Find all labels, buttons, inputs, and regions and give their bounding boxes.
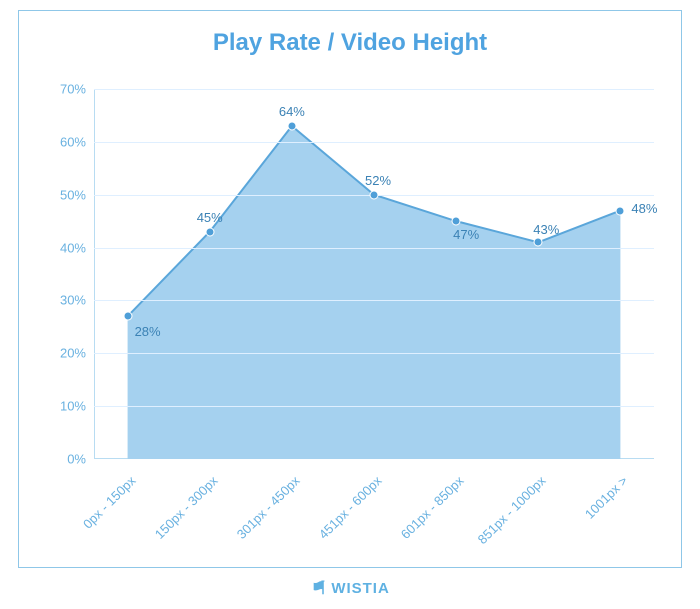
gridline [94, 300, 654, 301]
x-tick-label: 1001px > [582, 473, 631, 522]
data-label: 48% [631, 201, 657, 216]
data-label: 45% [197, 210, 223, 225]
chart-title: Play Rate / Video Height [19, 29, 681, 57]
chart-area-svg [94, 89, 654, 459]
data-label: 28% [135, 324, 161, 339]
data-label: 43% [533, 222, 559, 237]
x-tick-label: 601px - 850px [398, 473, 467, 542]
x-tick-label: 0px - 150px [80, 473, 139, 532]
brand-mark: ⚑ WISTIA [0, 578, 700, 599]
data-marker [452, 217, 461, 226]
y-tick-label: 10% [44, 399, 86, 414]
x-tick-label: 851px - 1000px [475, 473, 549, 547]
y-tick-label: 30% [44, 293, 86, 308]
data-label: 47% [453, 227, 479, 242]
data-marker [616, 206, 625, 215]
x-tick-label: 301px - 450px [234, 473, 303, 542]
data-marker [534, 238, 543, 247]
gridline [94, 142, 654, 143]
y-tick-label: 0% [44, 452, 86, 467]
data-label: 52% [365, 173, 391, 188]
data-marker [205, 227, 214, 236]
gridline [94, 353, 654, 354]
chart-plot: 0%10%20%30%40%50%60%70%28%0px - 150px45%… [94, 89, 654, 459]
data-marker [287, 122, 296, 131]
gridline [94, 248, 654, 249]
y-tick-label: 60% [44, 134, 86, 149]
x-tick-label: 150px - 300px [151, 473, 220, 542]
brand-text: WISTIA [331, 580, 390, 597]
y-axis [94, 89, 95, 459]
gridline [94, 89, 654, 90]
data-marker [370, 190, 379, 199]
brand-flag-icon: ⚑ [310, 578, 327, 599]
x-axis [94, 458, 654, 459]
data-label: 64% [279, 104, 305, 119]
chart-frame: Play Rate / Video Height 0%10%20%30%40%5… [18, 10, 682, 568]
x-tick-label: 451px - 600px [316, 473, 385, 542]
gridline [94, 406, 654, 407]
y-tick-label: 40% [44, 240, 86, 255]
y-tick-label: 20% [44, 346, 86, 361]
data-marker [123, 312, 132, 321]
y-tick-label: 70% [44, 82, 86, 97]
y-tick-label: 50% [44, 187, 86, 202]
